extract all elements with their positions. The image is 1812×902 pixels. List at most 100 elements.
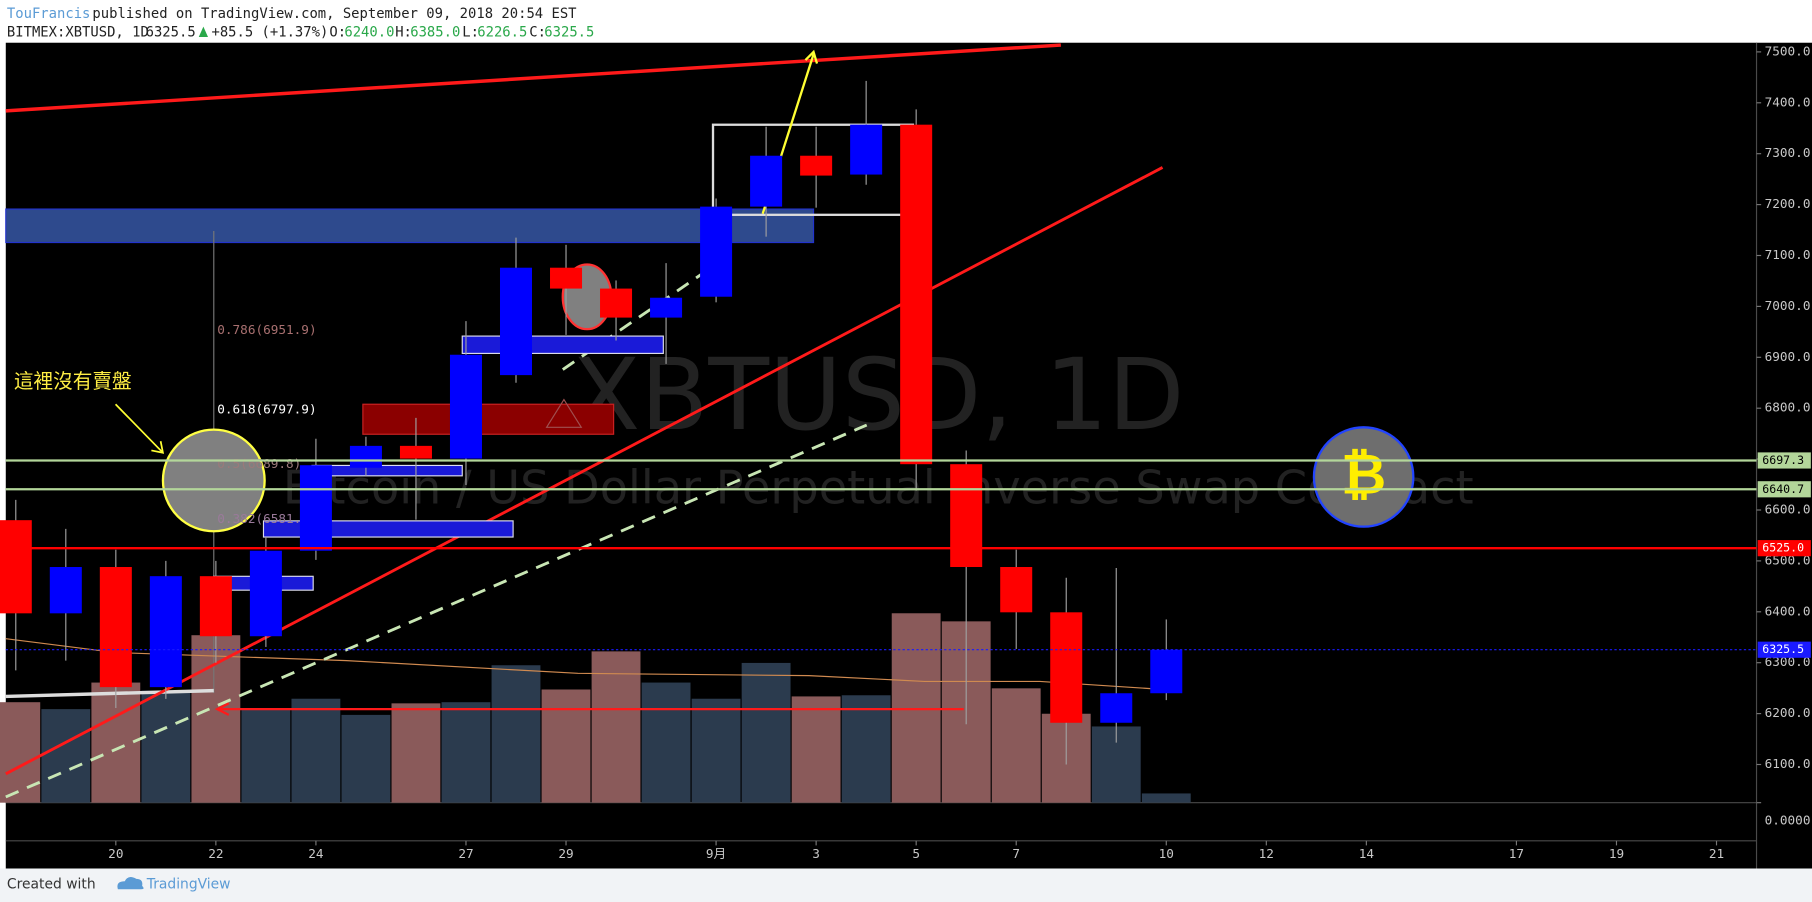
candle-body (399, 445, 432, 459)
y-tick-label: 7200.0 (1765, 196, 1811, 211)
candle-body (650, 297, 683, 318)
price-label: 6640.7 (1762, 482, 1804, 496)
price-label-bg (1757, 641, 1811, 658)
candle-body (600, 288, 633, 318)
candle-body (249, 550, 282, 637)
up-arrow-icon (198, 26, 209, 37)
candle-body (1000, 567, 1033, 613)
volume-bar (991, 688, 1041, 803)
watermark: XBTUSD, 1D (572, 338, 1184, 453)
price-label-bg (1757, 452, 1811, 469)
volume-bar (341, 714, 391, 803)
trend-line (5, 688, 214, 699)
volume-bar (391, 703, 441, 803)
x-tick-label: 20 (108, 846, 123, 861)
volume-bar (291, 698, 341, 803)
candle-body (149, 576, 182, 688)
y-tick-label: 6800.0 (1765, 400, 1811, 415)
triangle (545, 398, 583, 428)
ohlc-label: O: (329, 24, 346, 40)
fib-label: 0.5(6689.8) (217, 456, 301, 471)
price-label: 6525.0 (1762, 541, 1804, 555)
candles (0, 80, 1183, 765)
candle-body (1050, 612, 1083, 723)
x-tick-label: 14 (1359, 846, 1375, 861)
volume-bar (541, 689, 591, 803)
x-tick-label: 19 (1609, 846, 1624, 861)
candle-body (499, 267, 533, 376)
candle-body (199, 576, 232, 637)
footer-bar (0, 868, 1812, 902)
ohlc-value: 6385.0 (410, 24, 460, 40)
arrow-head (214, 702, 230, 716)
volume-bar (441, 702, 491, 803)
volume-bar (591, 651, 641, 803)
x-tick-label: 17 (1509, 846, 1524, 861)
volume-bar (41, 709, 91, 803)
candle-body (900, 124, 933, 465)
candle-body (850, 124, 883, 175)
trend-line (5, 43, 1061, 113)
ohlc-value: 6240.0 (344, 24, 394, 40)
x-tick-label: 22 (208, 846, 223, 861)
bitcoin-badge (1312, 426, 1415, 528)
footer-text: Created with (7, 877, 96, 893)
volume-bar (791, 696, 841, 803)
x-tick-label: 10 (1159, 846, 1174, 861)
candle-body (0, 520, 32, 614)
candle-body (1150, 649, 1183, 694)
x-tick-label: 27 (458, 846, 473, 861)
y-tick-label: 6900.0 (1765, 349, 1811, 364)
volume-pane (0, 613, 1191, 803)
bitcoin-icon: ₿ (1341, 443, 1386, 507)
change: +85.5 (+1.37%) (211, 24, 328, 40)
x-tick-label: 29 (558, 846, 573, 861)
price-label: 6697.3 (1762, 453, 1804, 467)
y-tick-label: 7500.0 (1765, 43, 1811, 58)
fib-label: 0.786(6951.9) (217, 322, 316, 337)
x-tick-label: 12 (1259, 846, 1274, 861)
ohlc-label: L: (462, 24, 479, 40)
y-tick-label: 7000.0 (1765, 298, 1811, 313)
brand-link[interactable]: TradingView (146, 877, 231, 893)
candle-body (49, 567, 82, 614)
candle-body (1100, 693, 1133, 723)
y-tick-label: 6400.0 (1765, 603, 1811, 618)
arrow-head (804, 49, 819, 64)
y-tick-label: 6100.0 (1765, 756, 1811, 771)
zone-rect (362, 403, 615, 435)
volume-bar (741, 662, 791, 803)
candle-body (349, 445, 382, 468)
x-tick-label: 24 (308, 846, 324, 861)
published: published on TradingView.com, September … (92, 6, 577, 22)
brand-logo (117, 877, 144, 890)
watermark-subtitle: Bitcoin / US Dollar Perpetual Inverse Sw… (283, 460, 1474, 514)
candle-body (950, 464, 983, 568)
zone-rect (5, 208, 815, 244)
fib-label: 0.382(6581.6) (217, 511, 316, 526)
volume-bar (241, 709, 291, 803)
fib-label: 0.618(6797.9) (217, 402, 316, 417)
last-price: 6325.5 (146, 24, 196, 40)
annotation: 這裡沒有賣盤 (14, 370, 132, 393)
ohlc-value: 6325.5 (544, 24, 594, 40)
circle-marker (161, 428, 266, 533)
candle-body (550, 267, 583, 289)
volume-bar (841, 695, 891, 803)
candle-body (800, 155, 833, 176)
x-tick-label: 5 (912, 846, 920, 861)
candle-body (99, 567, 132, 688)
zone-rect (311, 464, 463, 477)
volume-bar (491, 665, 541, 803)
drawings: ₿ 這裡沒有賣盤 0.786(6951.9) 0.618(6797.9) 0.5… (5, 43, 1415, 799)
price-label-bg (1757, 540, 1811, 557)
volume-bar (0, 702, 41, 803)
ohlc-label: C: (529, 24, 546, 40)
volume-bar (141, 690, 191, 803)
volume-bar (691, 698, 741, 803)
author: TouFrancis (7, 6, 90, 22)
price-label-bg (1757, 481, 1811, 498)
x-tick-label: 7 (1012, 846, 1020, 861)
